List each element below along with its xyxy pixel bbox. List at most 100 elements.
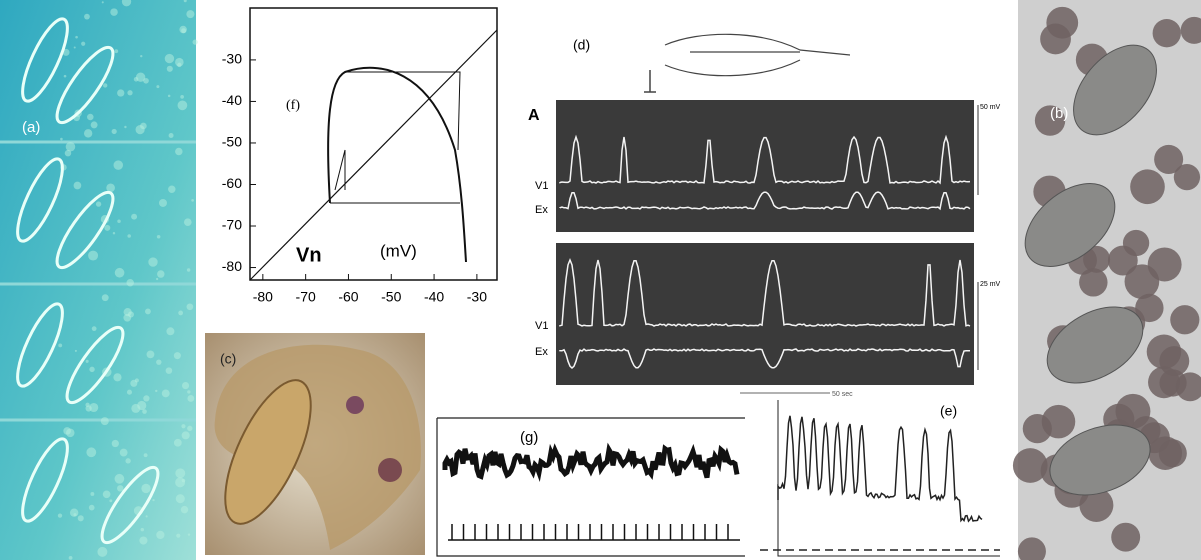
speck [140,527,145,532]
panel-f: (f) Vn (mV) -80 -70 -60 -50 -40 -30-30-40-50-… [222,7,498,305]
speck [116,485,124,492]
speck [143,453,148,458]
cell [1040,23,1071,55]
speck [124,125,127,129]
cell [1147,247,1182,282]
speck [181,424,186,429]
speck [173,438,182,447]
speck [155,389,158,393]
speck [114,49,119,54]
cell [1180,16,1201,44]
speck [156,85,160,89]
speck [75,35,78,39]
speck [57,513,63,518]
speck [145,308,151,315]
curve [327,66,467,263]
speck [167,94,171,98]
speck [186,303,194,311]
speck [117,89,125,97]
speck [111,128,117,135]
speck [85,402,90,408]
speck [88,504,95,511]
speck [175,468,186,479]
trace [559,348,971,370]
large-cell [1046,306,1144,384]
speck [63,74,67,78]
cell [1154,144,1184,174]
y-tick-label: -60 [222,175,242,191]
speck [161,389,170,398]
large-cell [1049,424,1151,496]
speck [133,76,139,82]
speck [140,122,147,130]
speck [60,137,63,141]
panel-c: (c) [205,333,425,555]
speck [106,183,115,193]
x-tick-label: -30 [467,289,487,305]
trace [442,442,740,541]
cell [1148,366,1180,399]
speck [127,234,131,238]
speck [123,313,132,322]
speck [127,90,133,96]
speck [140,54,143,58]
speck [111,439,119,448]
scale-label: 25 mV [980,281,1001,288]
speck [168,133,174,139]
speck [86,447,97,458]
speck [192,39,198,45]
cell [1170,305,1200,335]
panel-label: (g) [520,429,538,446]
panel-label: (c) [220,351,236,367]
trace [559,191,971,211]
large-cell [1024,183,1116,267]
x-tick-label: -70 [296,289,316,305]
speck [166,65,173,72]
speck [156,234,161,239]
panel-label: (b) [1050,105,1068,122]
y-tick-label: -70 [222,217,242,233]
plot-frame [249,7,498,281]
speck [175,494,185,504]
speck [101,1,104,4]
speck [180,505,189,514]
cell [1107,245,1138,276]
organism [100,465,160,545]
speck [145,515,148,518]
speck [89,366,95,373]
ticks: -80 -70 -60 -50 -40 -30 -30 -40 -50 -60 -70 -80 [222,51,487,305]
speck [110,8,118,16]
speck [187,533,191,536]
speck [176,533,181,538]
speck [101,294,109,302]
speck [181,478,186,483]
speck [121,0,132,7]
speck [68,555,73,560]
speck [95,201,102,207]
speck [179,25,187,34]
speck [186,268,191,272]
tissue [214,344,421,550]
panel-label: (d) [573,37,590,53]
scale-label: 50 sec [832,391,853,398]
cell [1083,245,1111,273]
cell [346,396,364,414]
trace-label: V1 [535,320,548,332]
speck [126,279,134,287]
speck [157,270,165,278]
speck [187,390,191,394]
panel-g: (g) [436,417,745,557]
speck [180,95,184,99]
y-tick-label: -30 [222,51,242,67]
speck [85,359,89,363]
speck [102,490,111,499]
speck [152,498,155,502]
speck [73,181,82,190]
speck [114,473,125,484]
y-tick-label: -40 [222,92,242,108]
speck [187,425,193,432]
speck [126,389,133,395]
speck [139,536,148,545]
speck [168,185,176,194]
speck [181,431,190,440]
